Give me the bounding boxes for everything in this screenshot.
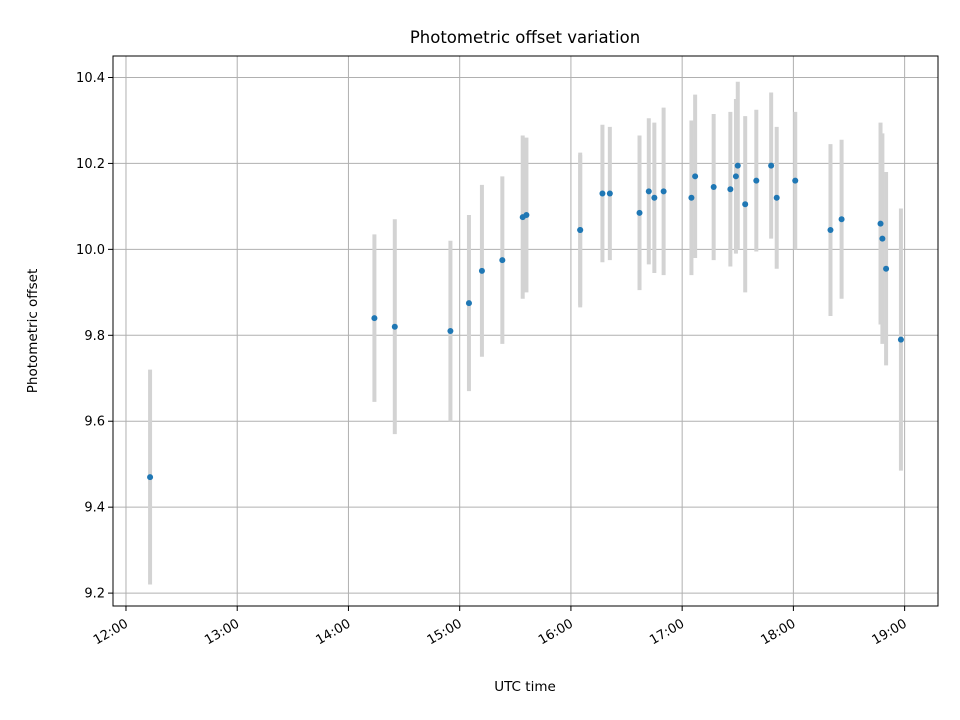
data-point bbox=[792, 177, 799, 184]
data-point bbox=[883, 265, 890, 272]
data-point bbox=[727, 186, 734, 193]
data-points bbox=[147, 162, 904, 481]
data-point bbox=[523, 211, 530, 218]
data-point bbox=[732, 173, 739, 180]
y-axis-ticks: 9.2 9.4 9.6 9.8 10.0 10.2 10.4 bbox=[76, 71, 113, 602]
data-point bbox=[710, 184, 717, 191]
data-point bbox=[599, 190, 606, 197]
data-point bbox=[692, 173, 699, 180]
y-tick-label: 9.6 bbox=[84, 415, 105, 430]
data-point bbox=[688, 194, 695, 201]
y-tick-label: 10.2 bbox=[76, 157, 105, 172]
data-point bbox=[768, 162, 775, 169]
data-point bbox=[499, 257, 506, 264]
plot-frame bbox=[112, 55, 939, 607]
data-point bbox=[147, 474, 154, 481]
data-point bbox=[651, 194, 658, 201]
data-point bbox=[391, 323, 398, 330]
y-tick-label: 9.8 bbox=[84, 329, 105, 344]
data-point bbox=[827, 227, 834, 234]
y-tick-label: 9.2 bbox=[84, 587, 105, 602]
data-point bbox=[897, 336, 904, 343]
data-point bbox=[447, 328, 454, 334]
data-point bbox=[877, 220, 884, 227]
data-point bbox=[753, 177, 760, 184]
data-point bbox=[606, 190, 613, 197]
y-tick-label: 10.4 bbox=[76, 71, 105, 86]
data-point bbox=[645, 188, 652, 195]
x-axis-label: UTC time bbox=[494, 679, 556, 695]
data-point bbox=[660, 188, 667, 195]
data-point bbox=[636, 209, 643, 216]
data-point bbox=[838, 216, 845, 223]
data-point bbox=[742, 201, 749, 208]
y-tick-label: 10.0 bbox=[76, 243, 105, 258]
data-point bbox=[478, 267, 485, 274]
data-point bbox=[879, 235, 886, 242]
chart-title: Photometric offset variation bbox=[410, 28, 640, 47]
data-point bbox=[465, 300, 472, 307]
y-tick-label: 9.4 bbox=[84, 501, 105, 516]
data-point bbox=[577, 227, 584, 234]
data-point bbox=[773, 194, 780, 201]
data-point bbox=[734, 162, 741, 169]
y-axis-label: Photometric offset bbox=[25, 269, 41, 393]
data-point bbox=[371, 315, 378, 322]
